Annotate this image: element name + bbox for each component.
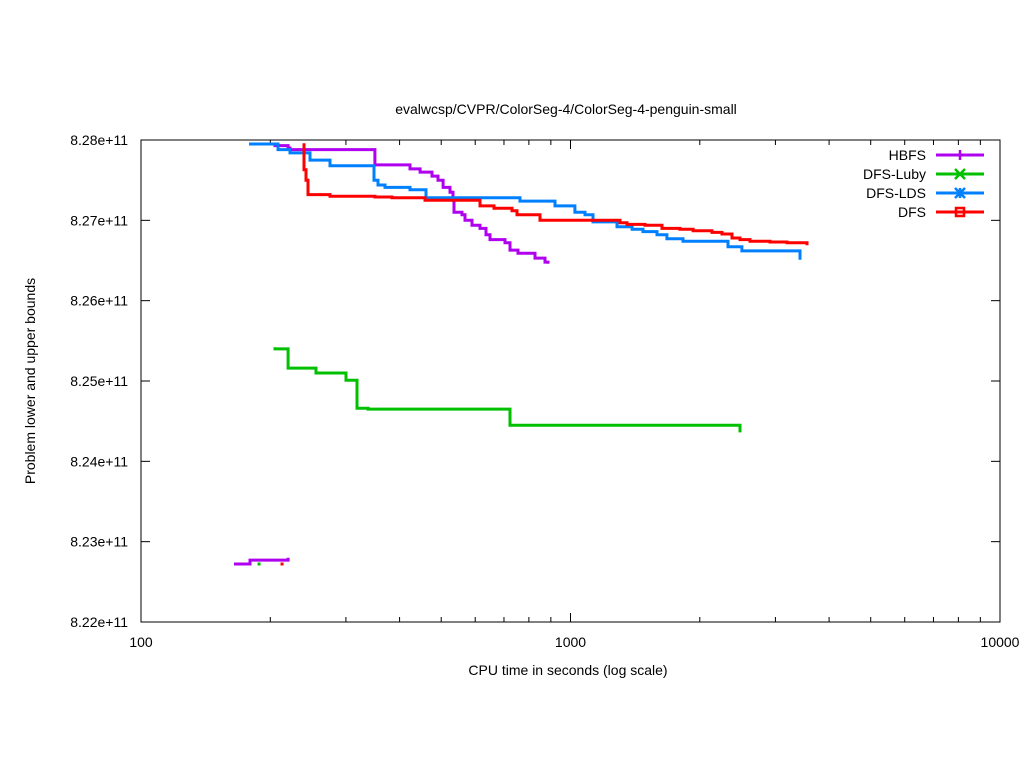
legend-label-dfs-luby: DFS-Luby — [863, 166, 926, 182]
hbfs-lower-bound-line — [234, 557, 290, 566]
plot-area-border — [140, 139, 1001, 623]
cross-icon — [954, 168, 966, 180]
y-tick-label: 8.27e+11 — [70, 212, 128, 228]
y-axis-label: Problem lower and upper bounds — [22, 278, 38, 484]
x-axis-label: CPU time in seconds (log scale) — [468, 662, 667, 678]
y-tick-label: 8.28e+11 — [70, 132, 128, 148]
star-marker-icon — [954, 187, 966, 199]
dfs-lds-upper-bound-line — [249, 142, 802, 260]
plus-icon — [955, 150, 965, 160]
y-tick-label: 8.23e+11 — [70, 534, 128, 550]
y-tick-labels: 8.22e+11 8.23e+11 8.24e+11 8.25e+11 8.26e+11… — [70, 132, 128, 630]
axis-ticks — [140, 139, 1001, 623]
legend: HBFS DFS-Luby DFS-LDS DFS — [863, 147, 984, 220]
legend-label-hbfs: HBFS — [889, 147, 926, 163]
x-tick-labels: 100 1000 10000 — [129, 634, 1019, 650]
star-icon — [954, 187, 966, 199]
legend-label-dfs-lds: DFS-LDS — [866, 185, 926, 201]
cross-marker-icon — [954, 168, 966, 180]
legend-label-dfs: DFS — [898, 204, 926, 220]
dfs-luby-lower-bound-point — [257, 562, 261, 566]
y-tick-label: 8.25e+11 — [70, 373, 128, 389]
y-tick-label: 8.22e+11 — [70, 614, 128, 630]
y-tick-label: 8.24e+11 — [70, 453, 128, 469]
y-tick-label: 8.26e+11 — [70, 293, 128, 309]
chart-title: evalwcsp/CVPR/ColorSeg-4/ColorSeg-4-peng… — [395, 101, 737, 117]
dfs-luby-upper-bound-line — [273, 347, 742, 433]
x-tick-label: 100 — [129, 634, 153, 650]
x-tick-label: 10000 — [981, 634, 1020, 650]
plus-marker-icon — [955, 150, 965, 160]
x-tick-label: 1000 — [555, 634, 586, 650]
dfs-upper-bound-line — [302, 143, 809, 246]
dfs-lower-bound-point — [280, 562, 284, 566]
hbfs-upper-bound-line — [249, 142, 550, 264]
square-marker-icon — [954, 206, 966, 218]
square-icon — [954, 206, 966, 218]
series-group — [234, 142, 809, 566]
